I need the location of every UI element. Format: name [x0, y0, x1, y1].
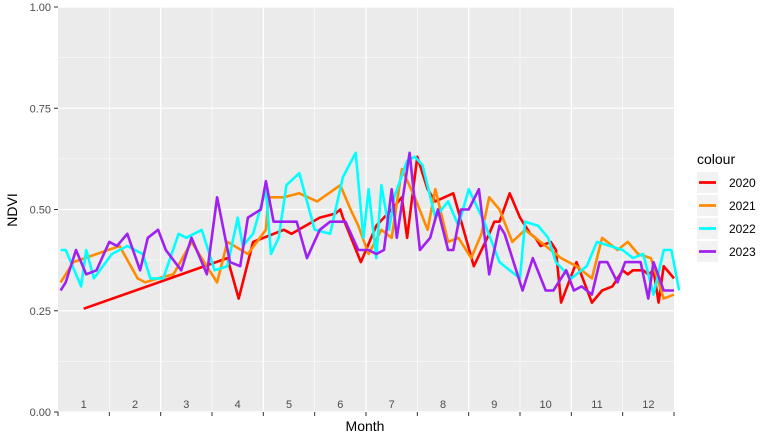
y-axis-title: NDVI: [4, 193, 20, 226]
series-line-2023: [59, 151, 674, 300]
y-tick-label: 0.25: [30, 306, 51, 318]
series-line-2020: [83, 155, 675, 310]
legend-label-2022: 2022: [729, 222, 756, 236]
legend-label-2023: 2023: [729, 245, 756, 259]
month-label: 1: [81, 399, 87, 411]
legend-label-2020: 2020: [729, 176, 756, 190]
series-lines: [59, 151, 681, 310]
month-label: 11: [591, 399, 602, 411]
legend-items: 2020 2021 2022 2023: [697, 172, 756, 262]
legend: colour 2020 2021 2022 2023: [697, 151, 756, 262]
month-label: 2: [132, 399, 138, 411]
legend-label-2021: 2021: [729, 199, 756, 213]
y-tick-label: 0.00: [30, 407, 51, 419]
month-label: 4: [235, 399, 241, 411]
month-labels: 1 2 3 4 5 6 7 8 9 10 11 12: [81, 399, 655, 411]
month-label: 8: [440, 399, 446, 411]
month-label: 10: [540, 399, 552, 411]
axes: 0.00 0.25 0.50 0.75 1.00: [30, 2, 675, 419]
month-label: 12: [642, 399, 654, 411]
y-tick-label: 0.50: [30, 205, 51, 217]
month-label: 9: [491, 399, 497, 411]
y-tick-label: 0.75: [30, 103, 51, 115]
legend-title: colour: [697, 151, 735, 167]
month-label: 7: [389, 399, 395, 411]
month-label: 6: [337, 399, 343, 411]
month-label: 5: [286, 399, 292, 411]
month-label: 3: [183, 399, 189, 411]
x-axis-title: Month: [346, 418, 385, 434]
y-tick-label: 1.00: [30, 2, 51, 14]
